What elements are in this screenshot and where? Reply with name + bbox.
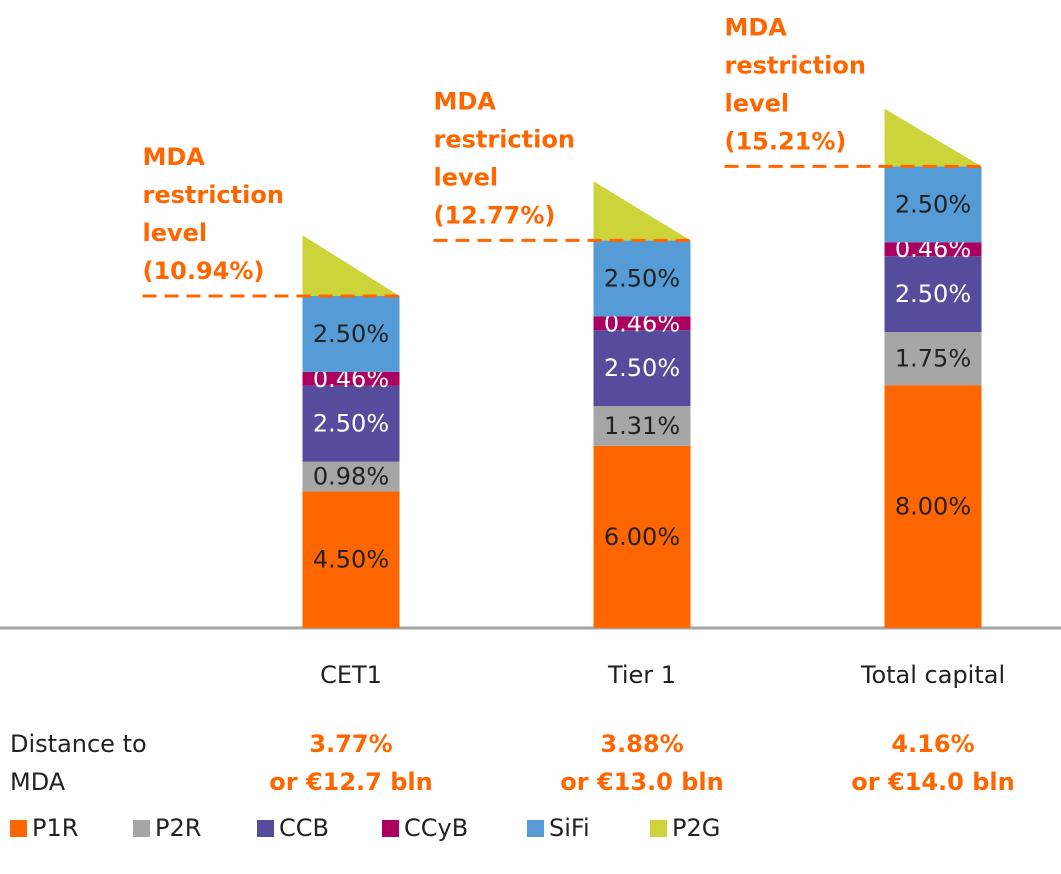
x-tick-label: Tier 1 [607, 661, 676, 689]
bar-segment [302, 295, 400, 372]
bar-segment [302, 491, 400, 628]
bar-segment [593, 240, 691, 317]
legend-label: P1R [32, 814, 78, 842]
value-label: 6.00% [604, 523, 680, 551]
bar-segment [884, 332, 982, 386]
bar-segment [884, 166, 982, 243]
legend-swatch [257, 820, 274, 837]
distance-value: 4.16% [891, 730, 974, 758]
mda-annotation: (12.77%) [434, 201, 556, 229]
legend-label: P2G [672, 814, 720, 842]
bar-segment [884, 242, 982, 257]
bar-segment [302, 371, 400, 386]
mda-annotation: restriction [143, 181, 284, 209]
legend-label: CCyB [404, 814, 468, 842]
bar-segment [302, 385, 400, 462]
distance-label: Distance to [10, 730, 147, 758]
value-label: 4.50% [313, 546, 389, 574]
bar-segment [593, 316, 691, 331]
mda-annotation: MDA [143, 143, 206, 171]
x-tick-label: CET1 [320, 661, 382, 689]
mda-annotation: level [725, 89, 790, 117]
legend-label: CCB [279, 814, 329, 842]
value-label: 1.31% [604, 412, 680, 440]
value-label: 0.98% [313, 463, 389, 491]
value-label: 8.00% [895, 493, 971, 521]
bar-segment [593, 445, 691, 628]
legend-swatch [133, 820, 150, 837]
mda-annotation: restriction [725, 51, 866, 79]
legend-swatch [527, 820, 544, 837]
distance-value: or €13.0 bln [560, 768, 723, 796]
x-tick-label: Total capital [860, 661, 1005, 689]
mda-annotation: level [434, 163, 499, 191]
value-label: 2.50% [604, 264, 680, 292]
value-label: 2.50% [895, 190, 971, 218]
value-label: 1.75% [895, 345, 971, 373]
mda-annotation: MDA [434, 87, 497, 115]
bar-segment [884, 385, 982, 628]
p2g-triangle [593, 181, 691, 241]
legend-label: P2R [155, 814, 201, 842]
distance-label: MDA [10, 768, 66, 796]
p2g-triangle [302, 235, 400, 296]
p2g-triangle [884, 108, 982, 167]
bar-segment [302, 461, 400, 492]
mda-annotation: MDA [725, 13, 788, 41]
legend-swatch [382, 820, 399, 837]
mda-annotation: (15.21%) [725, 127, 847, 155]
value-label: 2.50% [313, 410, 389, 438]
distance-value: or €12.7 bln [269, 768, 432, 796]
distance-value: 3.88% [600, 730, 683, 758]
mda-annotation: (10.94%) [143, 257, 265, 285]
bar-segment [593, 406, 691, 446]
bar-segment [593, 330, 691, 407]
value-label: 2.50% [604, 354, 680, 382]
legend-swatch [10, 820, 27, 837]
legend-label: SiFi [549, 814, 590, 842]
bar-segment [884, 256, 982, 333]
mda-annotation: restriction [434, 125, 575, 153]
distance-value: or €14.0 bln [851, 768, 1014, 796]
mda-annotation: level [143, 219, 208, 247]
legend-swatch [650, 820, 667, 837]
value-label: 2.50% [895, 280, 971, 308]
value-label: 2.50% [313, 320, 389, 348]
distance-value: 3.77% [309, 730, 392, 758]
